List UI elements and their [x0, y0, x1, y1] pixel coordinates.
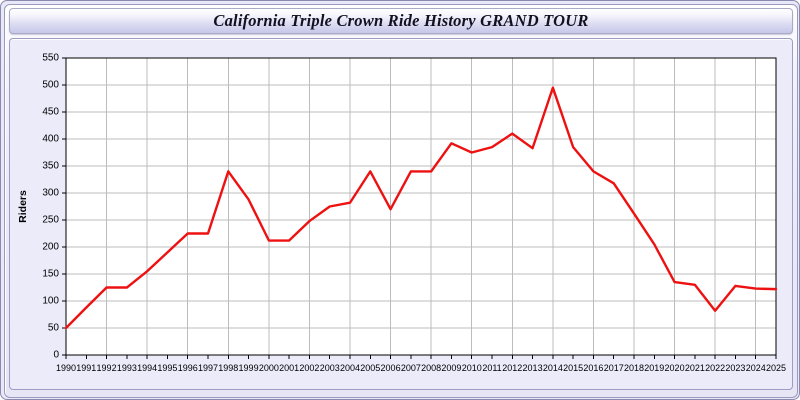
x-tick-label: 2002 — [299, 363, 319, 373]
x-tick-label: 2023 — [725, 363, 745, 373]
x-tick-label: 2015 — [563, 363, 583, 373]
grid-lines — [66, 57, 776, 355]
x-tick-label: 2000 — [259, 363, 279, 373]
y-tick-label: 350 — [42, 161, 59, 172]
riders-series-line[interactable] — [64, 86, 778, 330]
x-tick-label: 1993 — [117, 363, 137, 373]
x-tick-label: 2022 — [705, 363, 725, 373]
x-tick-label: 2013 — [523, 363, 543, 373]
y-tick-label: 400 — [42, 134, 59, 145]
y-tick-label: 300 — [42, 188, 59, 199]
x-tick-label: 1997 — [198, 363, 218, 373]
x-tick-label: 2005 — [360, 363, 380, 373]
plot-background — [66, 58, 776, 355]
x-tick-label: 1999 — [239, 363, 259, 373]
riders-line-path[interactable] — [64, 86, 778, 330]
y-tick-label: 500 — [42, 80, 59, 91]
x-tick-label: 1998 — [218, 363, 238, 373]
y-axis-title-text: Riders — [17, 190, 29, 223]
x-tick-label: 2007 — [401, 363, 421, 373]
x-tick-label: 1994 — [137, 363, 157, 373]
chart-panel: 0 50 100 150 200 250 300 350 400 450 500 550 1990 19… — [9, 38, 793, 390]
x-tick-label: 2011 — [482, 363, 501, 373]
y-tick-label: 0 — [53, 350, 59, 361]
x-tick-label: 2021 — [685, 363, 705, 373]
y-tick-label: 250 — [42, 215, 59, 226]
x-tick-label: 2020 — [665, 363, 685, 373]
plot-border — [65, 57, 777, 356]
x-tick-label: 2016 — [583, 363, 603, 373]
x-tick-label: 2004 — [340, 363, 360, 373]
x-tick-label: 2001 — [279, 363, 299, 373]
y-tick-label: 100 — [42, 296, 59, 307]
window-title-bar: California Triple Crown Ride History GRA… — [9, 8, 793, 34]
x-tick-label: 2003 — [320, 363, 340, 373]
y-tick-label: 150 — [42, 269, 59, 280]
x-tick-label: 2006 — [381, 363, 401, 373]
x-tick-label: 1996 — [178, 363, 198, 373]
x-tick-label: 2019 — [644, 363, 664, 373]
x-tick-label: 1990 — [56, 363, 76, 373]
x-axis-ticks: 1990 1991 1992 1993 1994 1995 1996 1997 1998 1999… — [56, 355, 786, 373]
y-axis-ticks: 0 50 100 150 200 250 300 350 400 450 500 550 — [42, 53, 66, 361]
x-tick-label: 2008 — [421, 363, 441, 373]
axis-lines — [65, 57, 777, 356]
y-tick-label: 550 — [42, 53, 59, 64]
x-tick-label: 1995 — [157, 363, 177, 373]
y-axis-title: Riders — [17, 190, 29, 223]
y-tick-label: 450 — [42, 107, 59, 118]
x-tick-label: 2018 — [624, 363, 644, 373]
plot-area: 0 50 100 150 200 250 300 350 400 450 500 550 1990 19… — [10, 39, 794, 391]
x-tick-label: 2025 — [766, 363, 786, 373]
x-tick-label: 2024 — [746, 363, 766, 373]
x-tick-label: 2012 — [502, 363, 522, 373]
page-title: California Triple Crown Ride History GRA… — [213, 11, 589, 30]
x-tick-label: 2017 — [604, 363, 624, 373]
y-tick-label: 200 — [42, 242, 59, 253]
x-tick-label: 2009 — [441, 363, 461, 373]
x-tick-label: 1992 — [97, 363, 117, 373]
x-tick-label: 1991 — [76, 363, 96, 373]
y-tick-label: 50 — [48, 323, 60, 334]
x-tick-label: 2010 — [462, 363, 482, 373]
x-tick-label: 2014 — [543, 363, 563, 373]
plot-background-rect — [66, 58, 776, 355]
